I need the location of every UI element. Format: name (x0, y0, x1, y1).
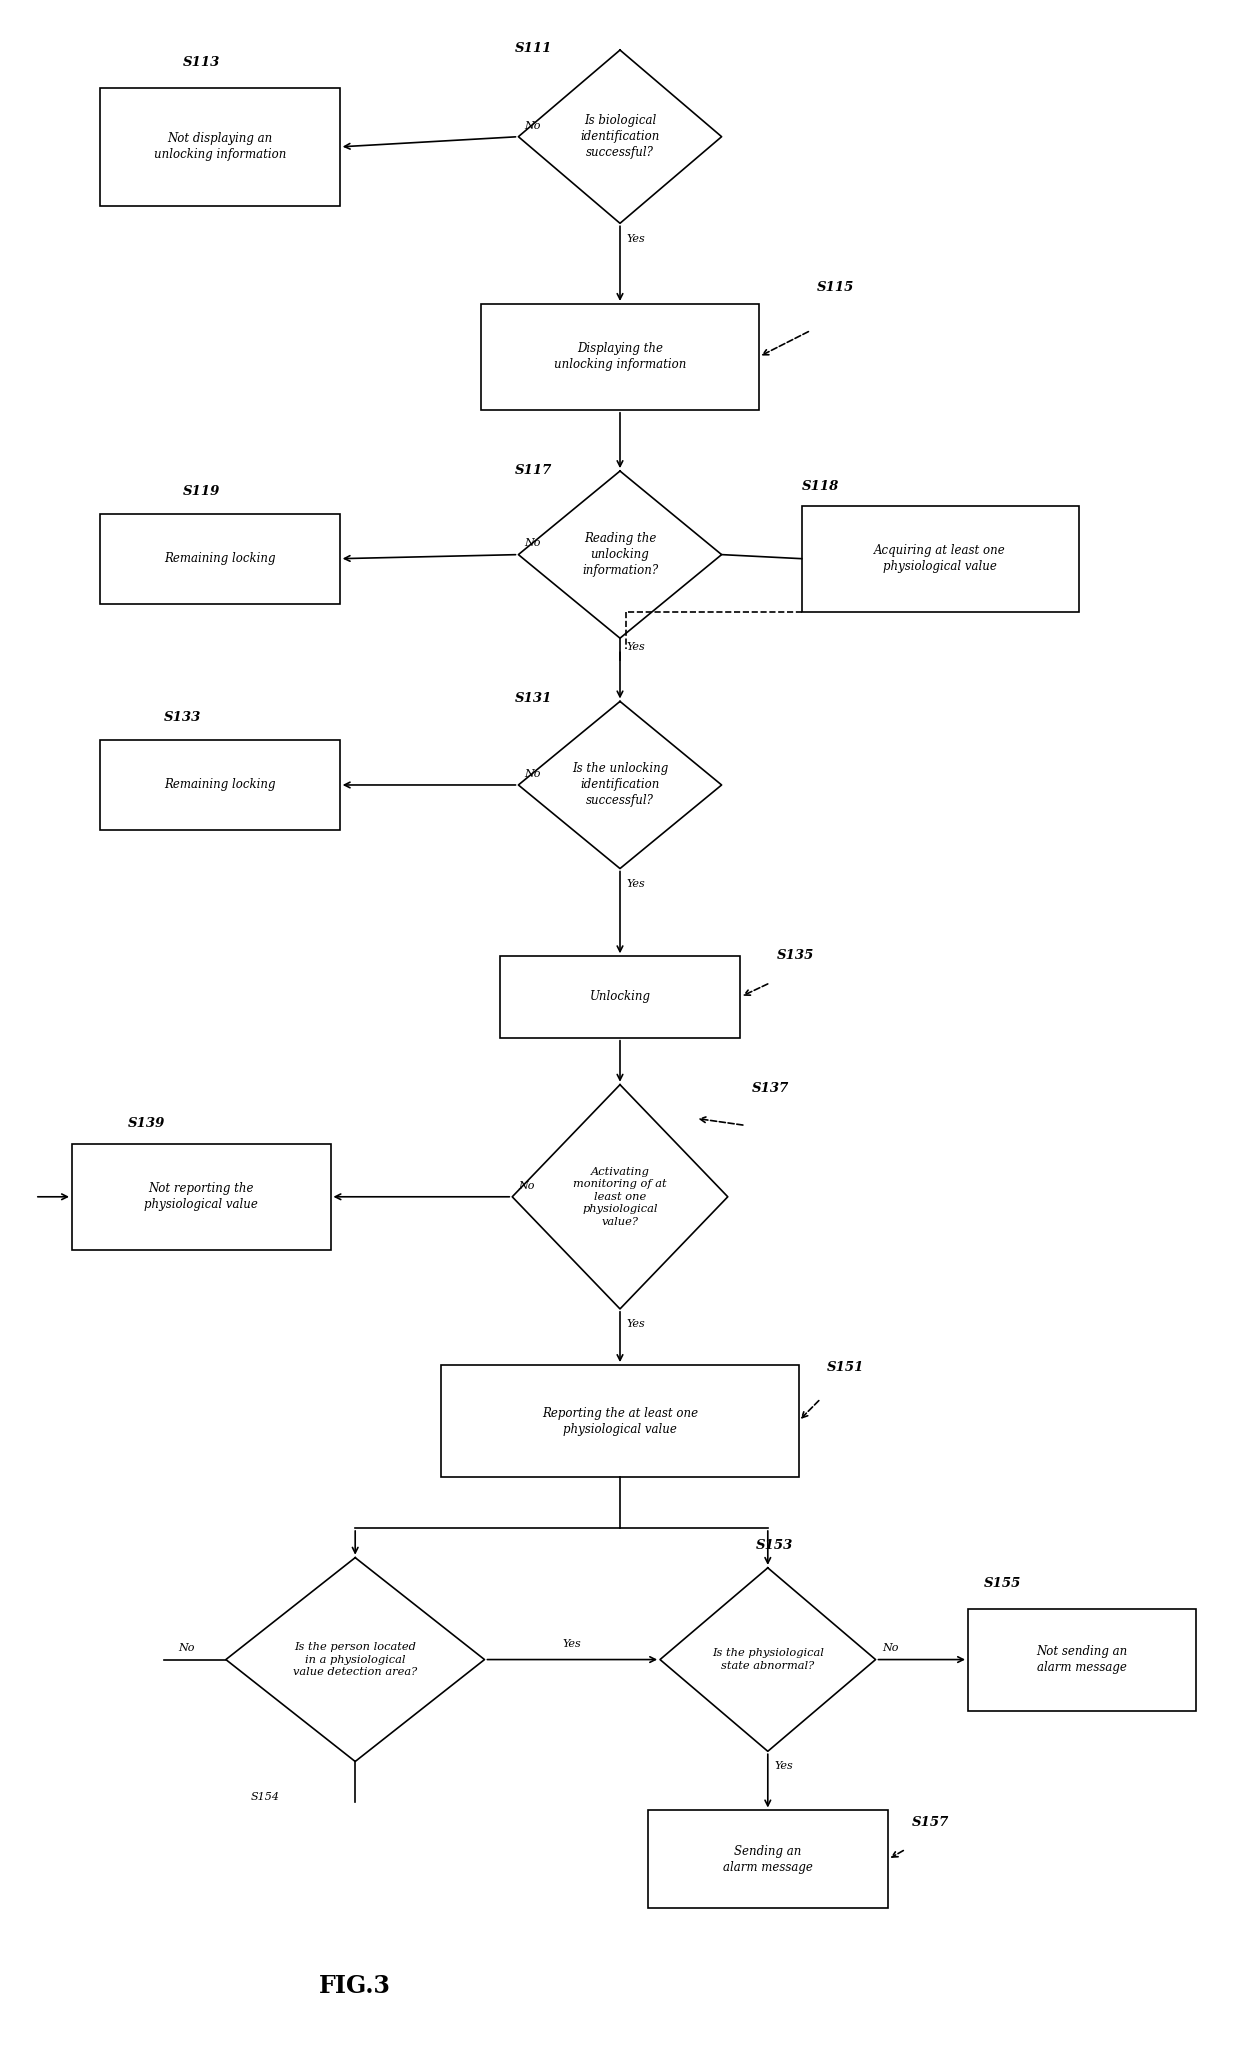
Text: S151: S151 (827, 1361, 864, 1374)
Text: S155: S155 (983, 1578, 1021, 1591)
Text: Sending an
alarm message: Sending an alarm message (723, 1844, 812, 1873)
Text: Yes: Yes (626, 233, 645, 244)
Bar (802, 506, 1079, 612)
Bar (72, 1144, 331, 1251)
Text: Activating
monitoring of at
least one
physiological
value?: Activating monitoring of at least one ph… (573, 1167, 667, 1226)
Text: S133: S133 (164, 710, 202, 725)
Text: S154: S154 (250, 1791, 279, 1801)
Bar (500, 956, 740, 1038)
Text: Yes: Yes (563, 1640, 582, 1650)
Bar (481, 303, 759, 409)
Text: S117: S117 (516, 465, 553, 477)
Bar (441, 1365, 799, 1478)
Text: S115: S115 (817, 280, 854, 293)
Text: S118: S118 (802, 481, 839, 493)
Text: No: No (525, 538, 541, 549)
Text: S139: S139 (128, 1116, 165, 1130)
Text: S131: S131 (516, 692, 553, 706)
Text: Yes: Yes (774, 1762, 792, 1771)
Text: Reporting the at least one
physiological value: Reporting the at least one physiological… (542, 1406, 698, 1435)
Text: S137: S137 (751, 1083, 789, 1095)
Bar (99, 88, 340, 207)
Text: Is the unlocking
identification
successful?: Is the unlocking identification successf… (572, 761, 668, 807)
Text: Is biological
identification
successful?: Is biological identification successful? (580, 115, 660, 160)
Text: Is the physiological
state abnormal?: Is the physiological state abnormal? (712, 1648, 823, 1670)
Text: Not displaying an
unlocking information: Not displaying an unlocking information (154, 133, 286, 162)
Text: S113: S113 (182, 57, 221, 70)
Text: Yes: Yes (626, 1318, 645, 1329)
Text: Yes: Yes (626, 643, 645, 653)
Text: S157: S157 (911, 1816, 950, 1828)
Text: S135: S135 (776, 950, 813, 962)
Text: No: No (179, 1644, 195, 1654)
Text: S153: S153 (755, 1539, 792, 1552)
Bar (99, 514, 340, 604)
Text: Remaining locking: Remaining locking (164, 778, 275, 792)
Text: Not reporting the
physiological value: Not reporting the physiological value (144, 1183, 258, 1212)
Text: Displaying the
unlocking information: Displaying the unlocking information (554, 342, 686, 371)
Text: No: No (882, 1644, 898, 1654)
Bar (968, 1609, 1195, 1711)
Text: Is the person located
in a physiological
value detection area?: Is the person located in a physiological… (293, 1642, 418, 1676)
Text: FIG.3: FIG.3 (319, 1973, 391, 1998)
Text: Not sending an
alarm message: Not sending an alarm message (1037, 1646, 1127, 1674)
Text: No: No (525, 770, 541, 778)
Text: Yes: Yes (626, 878, 645, 888)
Text: S119: S119 (182, 485, 221, 497)
Bar (99, 741, 340, 829)
Text: Remaining locking: Remaining locking (164, 553, 275, 565)
Text: Unlocking: Unlocking (589, 991, 651, 1003)
Text: No: No (518, 1181, 534, 1191)
Text: Acquiring at least one
physiological value: Acquiring at least one physiological val… (874, 545, 1006, 573)
Bar (647, 1810, 888, 1908)
Text: No: No (525, 121, 541, 131)
Text: Reading the
unlocking
information?: Reading the unlocking information? (582, 532, 658, 577)
Text: S111: S111 (516, 43, 553, 55)
